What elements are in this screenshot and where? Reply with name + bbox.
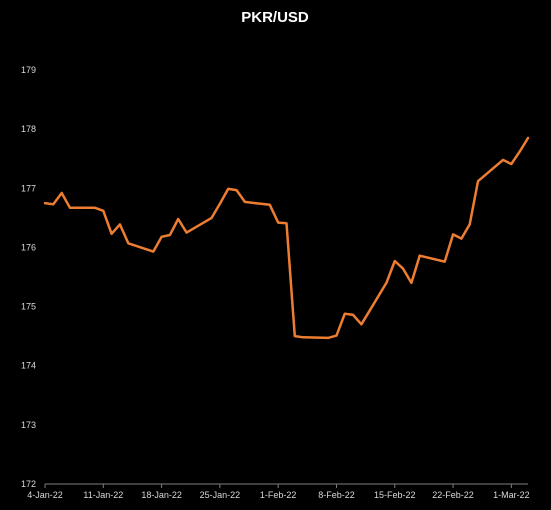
y-tick-label: 175: [21, 302, 36, 312]
x-tick-label: 4-Jan-22: [27, 490, 63, 500]
y-tick-label: 174: [21, 361, 36, 371]
chart-title: PKR/USD: [241, 9, 309, 26]
x-tick-label: 1-Mar-22: [493, 490, 530, 500]
x-tick-label: 1-Feb-22: [260, 490, 297, 500]
x-tick-label: 22-Feb-22: [432, 490, 474, 500]
y-tick-label: 176: [21, 242, 36, 252]
x-tick-label: 25-Jan-22: [200, 490, 241, 500]
series-line: [43, 136, 530, 340]
y-tick-label: 172: [21, 479, 36, 489]
x-axis: 4-Jan-22 11-Jan-22 18-Jan-22 25-Jan-22 1-Feb…: [27, 483, 530, 500]
y-axis: 172 173 174 175 176 177 178 179: [21, 65, 36, 489]
x-tick-label: 15-Feb-22: [374, 490, 416, 500]
y-tick-label: 173: [21, 420, 36, 430]
x-tick-label: 11-Jan-22: [83, 490, 123, 500]
x-tick-label: 18-Jan-22: [141, 490, 182, 500]
y-tick-label: 179: [21, 65, 36, 75]
y-tick-label: 178: [21, 124, 36, 134]
x-tick-label: 8-Feb-22: [318, 490, 355, 500]
series-group: [43, 136, 530, 340]
y-tick-label: 177: [21, 183, 36, 193]
